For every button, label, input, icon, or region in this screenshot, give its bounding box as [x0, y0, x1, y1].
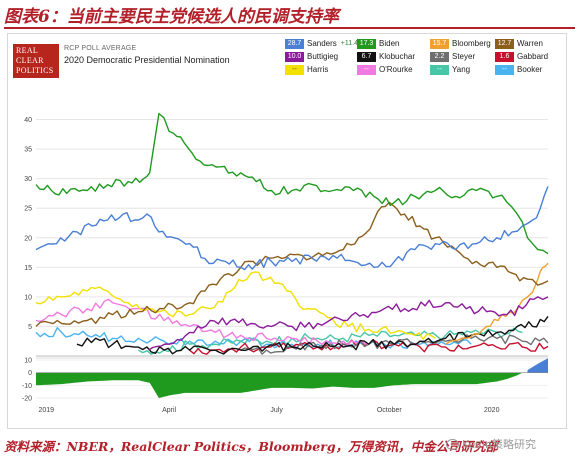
spread-tick-label: 10	[24, 358, 32, 365]
legend-value: 10.0	[285, 51, 304, 62]
legend-name: Yang	[452, 65, 471, 74]
spread-tick-label: 0	[28, 370, 32, 377]
legend-name: Warren	[517, 39, 543, 48]
legend-item-booker[interactable]: -- Booker	[495, 64, 542, 75]
legend-name: Gabbard	[517, 52, 549, 61]
y-tick-label: 10	[24, 294, 32, 301]
legend-item-harris[interactable]: -- Harris	[285, 64, 328, 75]
legend-name: O'Rourke	[379, 65, 413, 74]
legend-name: Sanders	[307, 39, 337, 48]
legend-value: 15.7	[430, 38, 449, 49]
legend-item-warren[interactable]: 12.7 Warren	[495, 38, 543, 49]
spread-area-biden-lead	[36, 372, 548, 398]
legend-value: 1.6	[495, 51, 514, 62]
legend-item-bloomberg[interactable]: 15.7 Bloomberg	[430, 38, 491, 49]
series-line-booker	[35, 327, 472, 350]
legend-name: Steyer	[452, 52, 476, 61]
legend-name: Booker	[517, 65, 543, 74]
legend-value: 12.7	[495, 38, 514, 49]
legend-value: --	[430, 64, 449, 75]
series-line-orourke	[35, 298, 369, 346]
legend-item-orourke[interactable]: -- O'Rourke	[357, 64, 413, 75]
series-line-sanders	[35, 186, 549, 271]
poll-label: RCP POLL AVERAGE	[64, 45, 137, 52]
legend-value: --	[495, 64, 514, 75]
logo-line-3: POLITICS	[16, 66, 54, 75]
y-tick-label: 40	[24, 117, 32, 124]
watermark: Kevin策略研究	[446, 436, 536, 452]
legend-item-klobuchar[interactable]: 6.7 Klobuchar	[357, 51, 415, 62]
series-line-warren	[35, 201, 549, 327]
page-title: 图表6：当前主要民主党候选人的民调支持率	[4, 7, 339, 27]
legend-item-buttigieg[interactable]: 10.0 Buttigieg	[285, 51, 338, 62]
legend-value: 17.3	[357, 38, 376, 49]
legend-name: Biden	[379, 39, 400, 48]
y-tick-label: 35	[24, 147, 32, 154]
x-tick-label: 2020	[484, 407, 500, 414]
legend: 28.7 Sanders +11.4 17.3 Biden 15.7 Bloomberg 12…	[285, 38, 555, 78]
legend-value: --	[357, 64, 376, 75]
legend-value: 6.7	[357, 51, 376, 62]
legend-delta: +11.4	[340, 40, 358, 47]
chart-card	[7, 33, 567, 429]
source-note: 资料来源：NBER，RealClear Politics，Bloomberg，万…	[4, 439, 499, 454]
logo-line-2: CLEAR	[16, 56, 44, 65]
rcp-logo: REAL CLEAR POLITICS	[13, 44, 59, 78]
y-tick-label: 15	[24, 265, 32, 272]
legend-value: 28.7	[285, 38, 304, 49]
legend-name: Bloomberg	[452, 39, 491, 48]
legend-value: 2.2	[430, 51, 449, 62]
logo-line-1: REAL	[16, 46, 39, 55]
legend-value: --	[285, 64, 304, 75]
wechat-icon	[446, 439, 459, 450]
series-line-biden	[35, 112, 549, 255]
legend-item-steyer[interactable]: 2.2 Steyer	[430, 51, 475, 62]
legend-name: Harris	[307, 65, 329, 74]
legend-item-yang[interactable]: -- Yang	[430, 64, 470, 75]
x-tick-label: July	[270, 407, 283, 414]
series-line-harris	[35, 271, 436, 340]
y-tick-label: 5	[28, 324, 32, 331]
x-tick-label: 2019	[38, 407, 54, 414]
watermark-text: Kevin策略研究	[462, 438, 536, 451]
x-tick-label: April	[162, 407, 176, 414]
y-tick-label: 25	[24, 206, 32, 213]
series-line-buttigieg	[148, 296, 549, 351]
spread-tick-label: -10	[22, 383, 32, 390]
legend-item-gabbard[interactable]: 1.6 Gabbard	[495, 51, 548, 62]
legend-item-biden[interactable]: 17.3 Biden	[357, 38, 399, 49]
legend-item-sanders[interactable]: 28.7 Sanders +11.4	[285, 38, 358, 49]
spread-area-sanders-lead	[527, 358, 548, 373]
title-rule	[4, 27, 575, 29]
legend-name: Klobuchar	[379, 52, 416, 61]
y-tick-label: 20	[24, 235, 32, 242]
x-tick-label: October	[377, 407, 403, 414]
spread-tick-label: -20	[22, 396, 32, 403]
poll-name: 2020 Democratic Presidential Nomination	[64, 55, 230, 65]
legend-name: Buttigieg	[307, 52, 339, 61]
y-tick-label: 30	[24, 176, 32, 183]
